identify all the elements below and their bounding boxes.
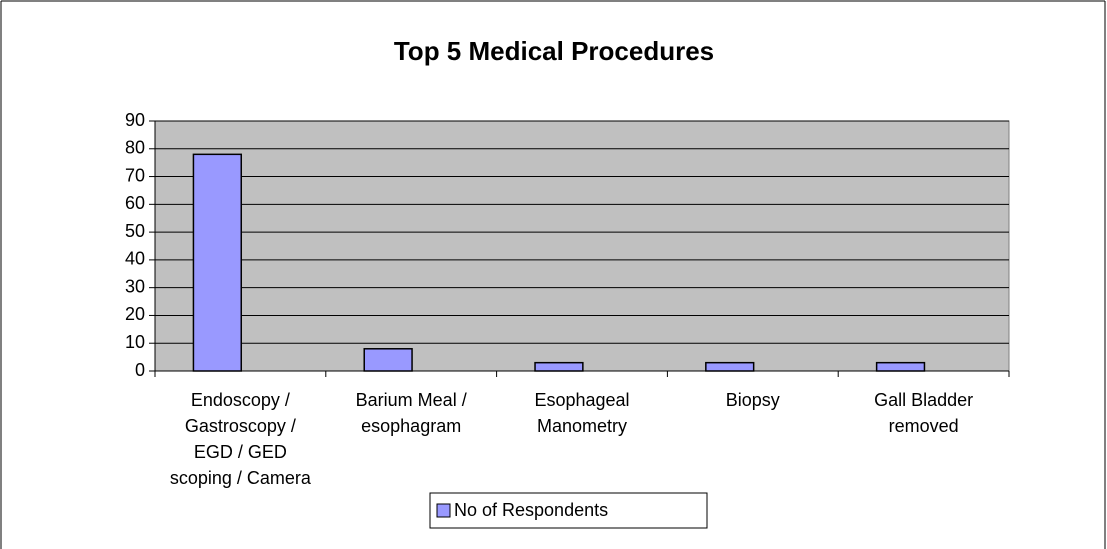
y-tick-label: 10	[125, 332, 145, 352]
y-tick-label: 30	[125, 276, 145, 296]
y-tick-label: 70	[125, 165, 145, 185]
legend-label: No of Respondents	[454, 500, 608, 520]
bar	[875, 361, 926, 372]
bar	[192, 153, 243, 372]
legend-box	[429, 492, 708, 529]
bar	[363, 348, 413, 372]
legend-swatch	[436, 503, 451, 518]
bar	[534, 361, 584, 372]
chart-title: Top 5 Medical Procedures	[394, 36, 714, 66]
plot-area	[154, 120, 1010, 372]
bar	[705, 361, 755, 372]
x-tick-label: Endoscopy / Gastroscopy / EGD / GED scop…	[169, 390, 311, 488]
y-tick-label: 50	[125, 221, 145, 241]
x-tick-label: Barium Meal / esophagram	[355, 390, 467, 436]
y-tick-label: 80	[125, 138, 145, 158]
x-tick-label: Biopsy	[725, 390, 780, 410]
y-tick-label: 0	[135, 360, 145, 380]
x-tick-label: Esophageal Manometry	[534, 390, 630, 436]
y-tick-label: 90	[125, 110, 145, 130]
y-tick-label: 60	[125, 193, 145, 213]
y-tick-label: 40	[125, 249, 145, 269]
y-tick-label: 20	[125, 304, 145, 324]
x-tick-label: Gall Bladder removed	[874, 390, 974, 436]
